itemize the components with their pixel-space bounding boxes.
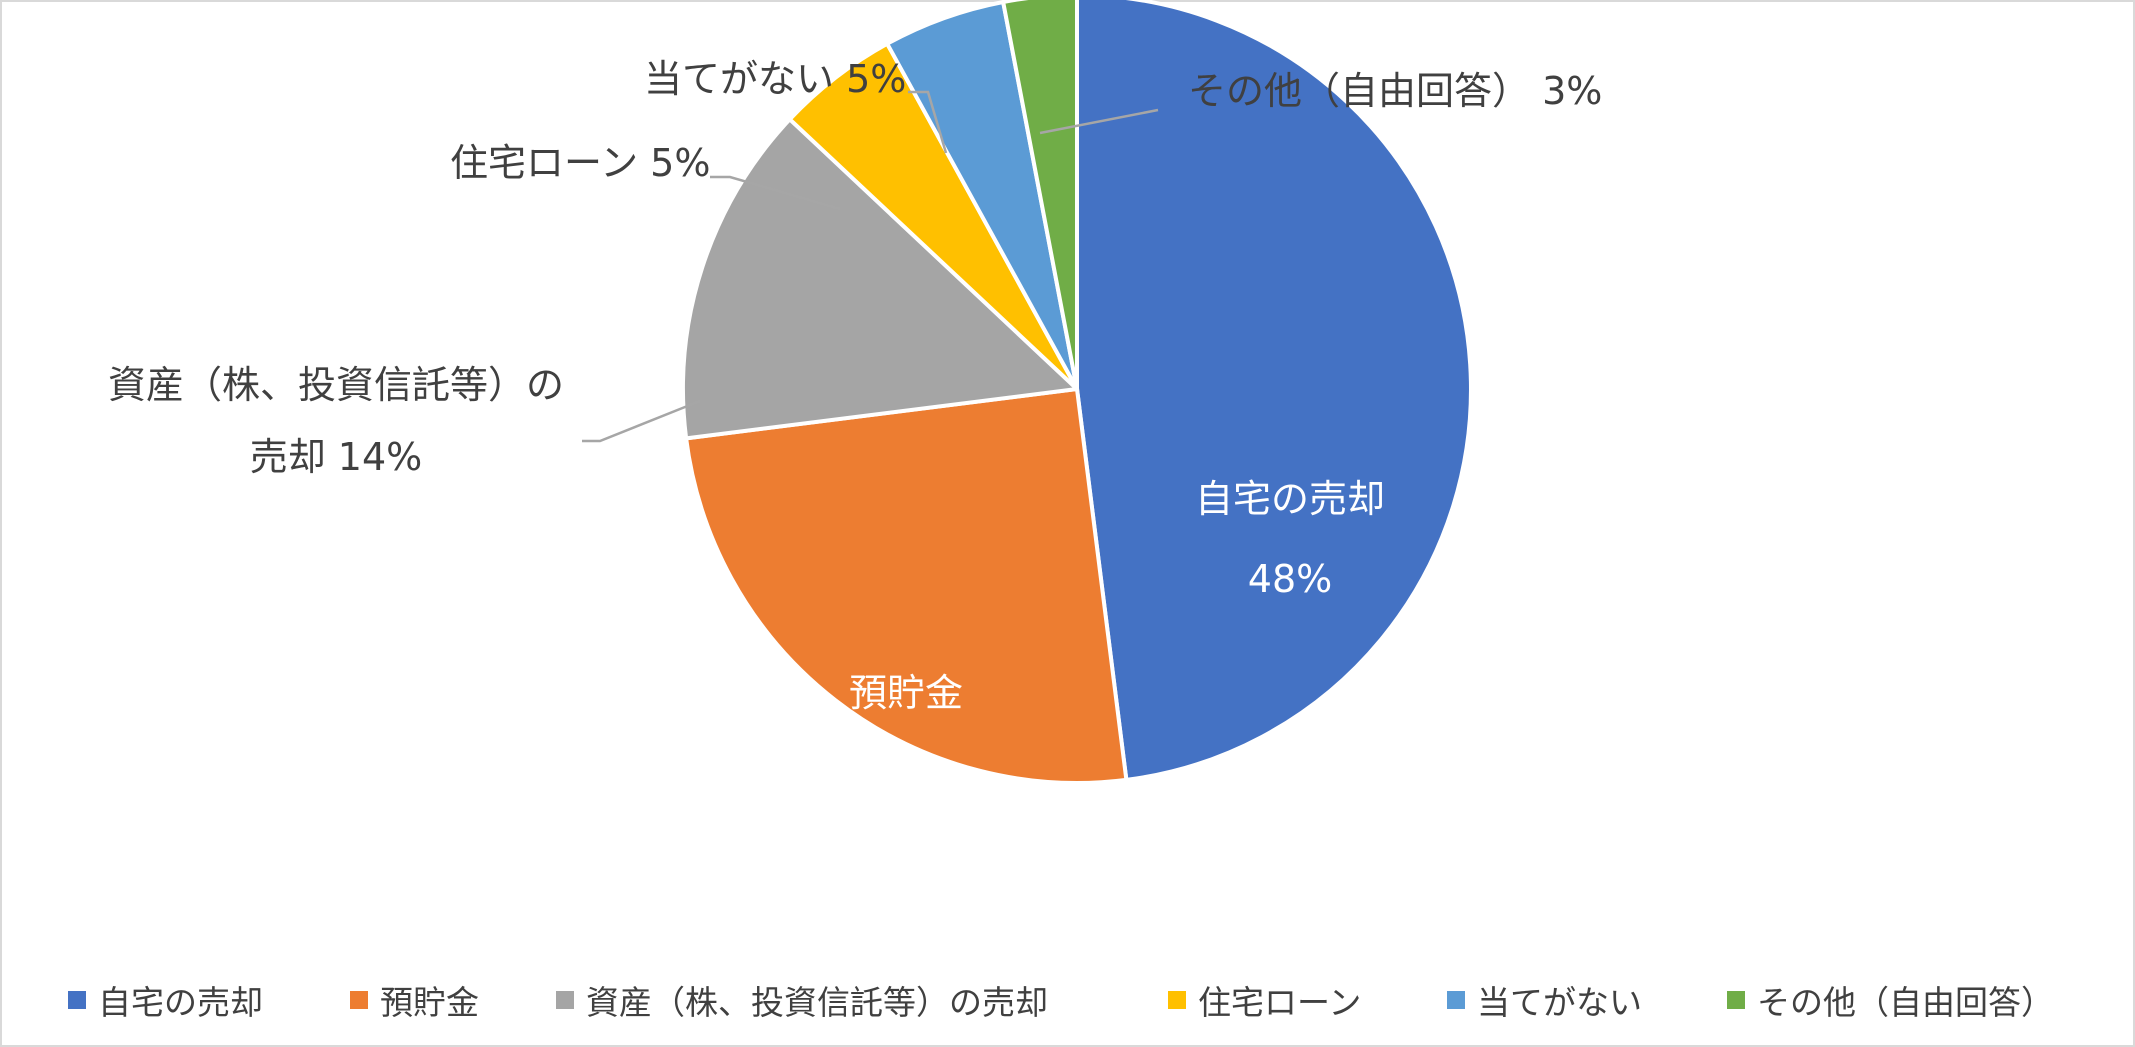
data-label-outside-2: 住宅ローン 5%: [450, 141, 710, 185]
data-label-outside-1: 資産（株、投資信託等）の売却 14%: [108, 363, 564, 479]
legend-swatch: [1727, 991, 1745, 1009]
legend-item: 住宅ローン: [1168, 975, 1361, 1025]
legend-label: 当てがない: [1477, 983, 1642, 1022]
leader-line-3: [908, 90, 948, 154]
data-label-inside-2: 預貯金 25%: [849, 671, 963, 795]
pie-slice-3: [681, 117, 1079, 441]
legend-label: 資産（株、投資信託等）の売却: [586, 983, 1048, 1022]
legend-swatch: [68, 991, 86, 1009]
legend-label: その他（自由回答）: [1757, 983, 2054, 1022]
legend-item: 資産（株、投資信託等）の売却: [556, 975, 1048, 1025]
data-label-outside-3: 当てがない 5%: [644, 57, 906, 101]
legend-swatch: [1168, 991, 1186, 1009]
legend-label: 住宅ローン: [1198, 983, 1362, 1022]
leader-line-2: [710, 175, 841, 211]
legend-item: その他（自由回答）: [1727, 975, 2054, 1025]
legend-label: 自宅の売却: [98, 983, 263, 1022]
pie-chart: 自宅の売却 48% 預貯金 25% 資産（株、投資信託等）の売却 14% 住宅ローン 5%…: [107, 0, 1603, 795]
data-label-outside-4: その他（自由回答） 3%: [1188, 69, 1602, 113]
pie-slice-6: [1001, 0, 1079, 391]
legend-swatch: [350, 991, 368, 1009]
legend: 自宅の売却 預貯金 資産（株、投資信託等）の売却 住宅ローン 当てがない その他…: [0, 975, 2135, 1025]
leader-line-1: [582, 399, 701, 443]
legend-swatch: [556, 991, 574, 1009]
pie-slice-2: [684, 387, 1129, 785]
legend-label: 預貯金: [380, 983, 479, 1022]
legend-item: 自宅の売却: [68, 975, 263, 1025]
pie-slice-1: [1075, 0, 1473, 782]
data-label-inside-1: 自宅の売却 48%: [1195, 477, 1385, 601]
legend-swatch: [1447, 991, 1465, 1009]
legend-item: 当てがない: [1447, 975, 1642, 1025]
legend-item: 預貯金: [350, 975, 479, 1025]
leader-line-4: [1039, 108, 1159, 135]
